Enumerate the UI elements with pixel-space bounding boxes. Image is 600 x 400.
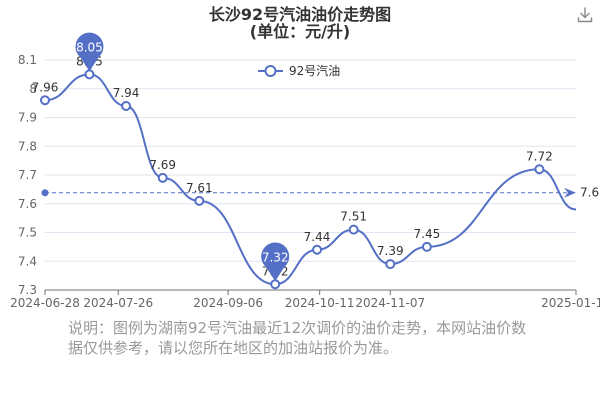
data-point (312, 244, 323, 255)
grid-lines (45, 59, 576, 262)
data-point (40, 95, 50, 106)
average-line-label: 7.6 (580, 186, 599, 200)
x-tick-label: 2024-06-28 (10, 296, 80, 310)
data-point (348, 224, 359, 235)
data-label: 7.69 (149, 158, 176, 172)
data-point (194, 195, 205, 206)
min-pin-label: 7.32 (262, 250, 289, 264)
average-markline: 7.6 (41, 186, 599, 200)
max-pin-balloon (75, 32, 104, 72)
data-label: 7.94 (113, 86, 140, 100)
y-tick-label: 7.6 (18, 197, 37, 211)
y-tick-label: 7.5 (18, 226, 37, 240)
data-label: 7.96 (32, 80, 59, 94)
data-label: 7.45 (414, 227, 441, 241)
x-tick-label: 2024-09-06 (193, 296, 263, 310)
min-pin-balloon (261, 242, 290, 282)
chart-title: 长沙92号汽油油价走势图 (209, 5, 391, 24)
data-label: 7.44 (304, 230, 331, 244)
average-line-arrow (564, 187, 576, 198)
data-label: 7.72 (526, 149, 553, 163)
x-tick-label: 2025-01-17 (541, 296, 600, 310)
average-line-start-dot (41, 189, 49, 197)
data-point (385, 259, 396, 270)
y-tick-label: 7.4 (18, 254, 37, 268)
y-tick-label: 7.8 (18, 139, 37, 153)
legend-label: 92号汽油 (289, 63, 340, 78)
y-tick-label: 7.7 (18, 168, 37, 182)
x-axis: 2024-06-28 2024-07-26 2024-09-06 2024-10-11… (10, 289, 600, 310)
chart-subtitle: (单位：元/升) (250, 22, 350, 41)
legend[interactable]: 92号汽油 (258, 63, 340, 78)
disclaimer-note: 说明：图例为湖南92号汽油最近12次调价的油价走势，本网站油价数据仅供参考，请以… (68, 319, 527, 357)
y-tick-label: 8 (29, 82, 37, 96)
data-point (421, 241, 432, 252)
x-tick-label: 2024-10-11 (285, 296, 355, 310)
download-icon[interactable] (576, 6, 594, 24)
x-tick-label: 2024-07-26 (83, 296, 153, 310)
data-label: 7.51 (340, 210, 367, 224)
max-pin-label: 8.05 (76, 40, 103, 54)
data-labels: 7.968.057.947.697.617.327.447.517.397.45… (32, 54, 553, 278)
data-point (84, 69, 95, 80)
y-tick-label: 8.1 (18, 53, 37, 67)
y-tick-label: 7.9 (18, 111, 37, 125)
data-point (121, 101, 132, 111)
data-label: 7.61 (186, 181, 213, 195)
y-tick-label: 7.3 (18, 283, 37, 297)
data-point (157, 172, 168, 183)
data-point (270, 279, 281, 290)
x-tick-label: 2024-11-07 (355, 296, 425, 310)
extreme-markers: 8.05 7.32 (75, 32, 290, 282)
legend-marker-symbol (264, 65, 277, 77)
y-axis: 7.3 7.4 7.5 7.6 7.7 7.8 7.9 8 8.1 (18, 53, 37, 297)
data-point (534, 164, 545, 175)
series-92-gasoline (40, 69, 577, 290)
data-label: 7.39 (377, 244, 404, 258)
